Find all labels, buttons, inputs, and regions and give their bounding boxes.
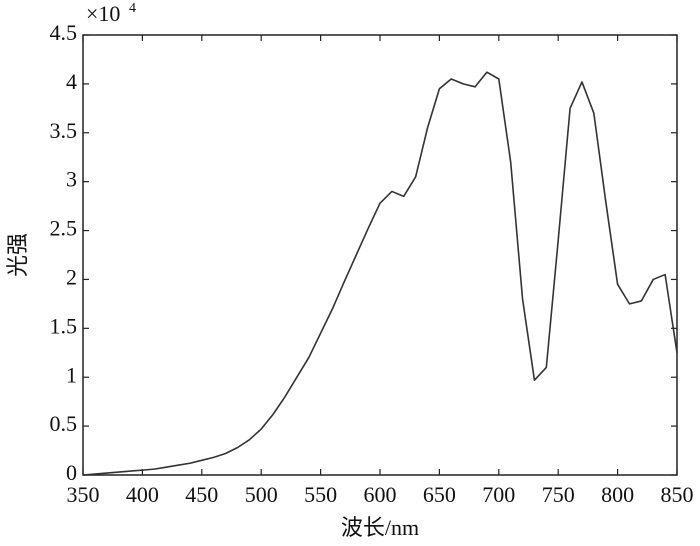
y-tick-label: 0	[66, 460, 77, 485]
y-tick-label: 2	[66, 264, 77, 289]
y-axis-label: 光强	[5, 233, 30, 277]
x-tick-label: 550	[304, 482, 337, 507]
x-tick-label: 600	[364, 482, 397, 507]
y-tick-label: 3	[66, 167, 77, 192]
x-axis-label: 波长/nm	[341, 515, 419, 540]
y-scale-base: ×10	[86, 1, 120, 26]
x-tick-label: 350	[67, 482, 100, 507]
y-tick-label: 4	[66, 69, 77, 94]
x-tick-label: 650	[423, 482, 456, 507]
y-scale-exponent: 4	[129, 1, 136, 16]
y-tick-label: 1.5	[50, 313, 78, 338]
y-tick-label: 1	[66, 362, 77, 387]
x-tick-label: 850	[661, 482, 694, 507]
x-tick-label: 400	[126, 482, 159, 507]
x-tick-label: 450	[185, 482, 218, 507]
x-tick-label: 700	[482, 482, 515, 507]
y-tick-label: 3.5	[50, 118, 78, 143]
y-tick-label: 0.5	[50, 411, 78, 436]
x-tick-label: 500	[245, 482, 278, 507]
line-series	[82, 71, 678, 476]
plot-frame	[82, 34, 678, 476]
y-tick-label: 4.5	[50, 20, 78, 45]
x-tick-label: 750	[542, 482, 575, 507]
y-tick-label: 2.5	[50, 216, 78, 241]
x-tick-label: 800	[601, 482, 634, 507]
